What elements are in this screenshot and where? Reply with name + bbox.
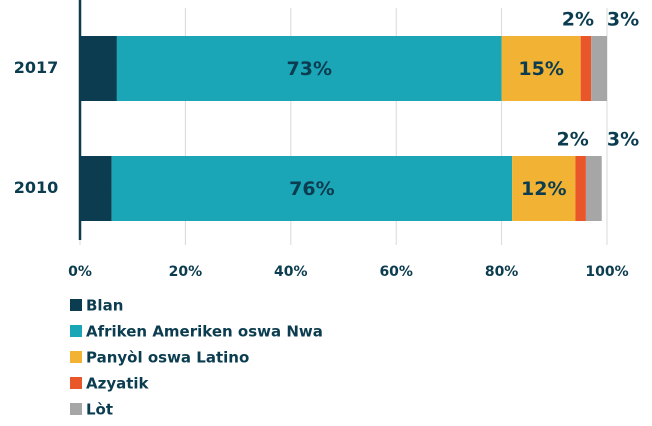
x-tick-label: 80% xyxy=(485,264,519,280)
bar-segment xyxy=(512,156,576,221)
bar-segment xyxy=(575,156,586,221)
legend-label: Blan xyxy=(86,297,123,315)
x-tick-label: 100% xyxy=(585,264,628,280)
data-label: 6% xyxy=(80,178,112,200)
legend-label: Lòt xyxy=(86,401,113,419)
data-label: 3% xyxy=(607,129,639,151)
y-tick-label: 2010 xyxy=(14,178,59,197)
x-tick-label: 20% xyxy=(169,264,203,280)
bar-segment xyxy=(80,156,112,221)
bar-segment xyxy=(591,36,607,101)
y-tick-label: 2017 xyxy=(14,58,59,77)
legend-swatch xyxy=(70,325,82,337)
data-label: 7% xyxy=(82,58,114,80)
data-label: 2% xyxy=(557,129,589,151)
bar-segment xyxy=(585,156,602,221)
legend-swatch xyxy=(70,377,82,389)
data-label: 76% xyxy=(289,178,334,200)
x-tick-label: 40% xyxy=(274,264,308,280)
bar-segment xyxy=(116,36,502,101)
bar-segment xyxy=(111,156,513,221)
bar-segment xyxy=(501,36,581,101)
bar-segment xyxy=(580,36,592,101)
legend-swatch xyxy=(70,351,82,363)
legend-label: Afriken Ameriken oswa Nwa xyxy=(86,323,323,341)
data-label: 15% xyxy=(518,58,563,80)
data-label: 73% xyxy=(287,58,332,80)
legend-swatch xyxy=(70,299,82,311)
legend-label: Azyatik xyxy=(86,375,150,393)
legend-label: Panyòl oswa Latino xyxy=(86,349,249,367)
data-label: 12% xyxy=(521,178,566,200)
x-tick-label: 0% xyxy=(68,264,92,280)
data-label: 3% xyxy=(607,9,639,31)
data-label: 2% xyxy=(562,9,594,31)
bar-segment xyxy=(80,36,117,101)
x-tick-label: 60% xyxy=(379,264,413,280)
legend-swatch xyxy=(70,403,82,415)
